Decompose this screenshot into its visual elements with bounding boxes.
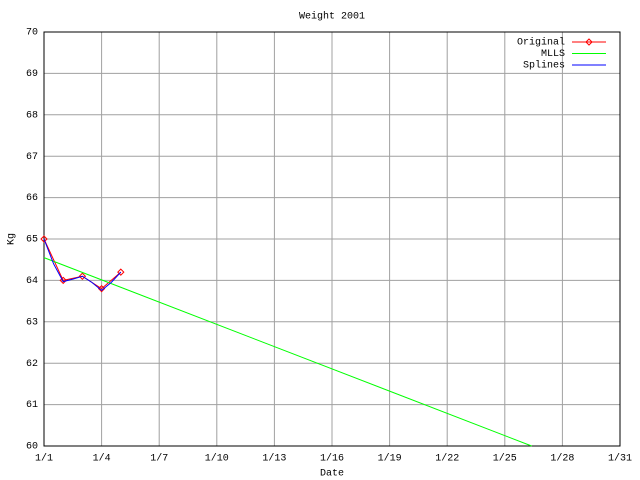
x-tick-label: 1/10 [205, 453, 229, 465]
y-tick-label: 63 [26, 317, 38, 328]
legend-marker [585, 38, 593, 46]
point-marker [40, 235, 48, 243]
x-tick-label: 1/13 [262, 453, 286, 465]
x-tick-label: 1/31 [608, 453, 632, 465]
y-tick-label: 67 [26, 152, 38, 163]
legend-label: Original [517, 37, 565, 49]
y-tick-label: 64 [26, 276, 38, 287]
x-tick-label: 1/16 [320, 453, 344, 465]
point-marker [117, 268, 125, 276]
series-line [43, 238, 122, 291]
y-axis-label: Kg [7, 233, 18, 245]
y-tick-label: 68 [26, 110, 38, 121]
y-tick-label: 69 [26, 69, 38, 80]
x-tick-label: 1/22 [435, 453, 459, 465]
y-tick-label: 65 [26, 235, 38, 246]
x-tick-label: 1/19 [378, 453, 402, 465]
y-tick-label: 60 [26, 442, 38, 453]
point-marker [59, 276, 67, 285]
point-marker [78, 272, 87, 280]
x-tick-label: 1/1 [35, 453, 53, 465]
y-tick-label: 62 [26, 359, 38, 370]
legend-label: Splines [523, 60, 565, 72]
x-tick-label: 1/28 [550, 453, 574, 465]
x-axis-label: Date [320, 469, 344, 480]
chart-title: Weight 2001 [299, 11, 365, 23]
x-tick-label: 1/7 [150, 453, 168, 465]
legend-label: MLLS [541, 49, 565, 60]
x-tick-label: 1/4 [93, 453, 111, 465]
y-tick-label: 61 [26, 400, 38, 411]
y-tick-label: 66 [26, 193, 38, 204]
point-marker [97, 284, 106, 293]
y-tick-label: 70 [26, 28, 38, 39]
x-tick-label: 1/25 [493, 453, 517, 465]
series-line [43, 257, 532, 447]
